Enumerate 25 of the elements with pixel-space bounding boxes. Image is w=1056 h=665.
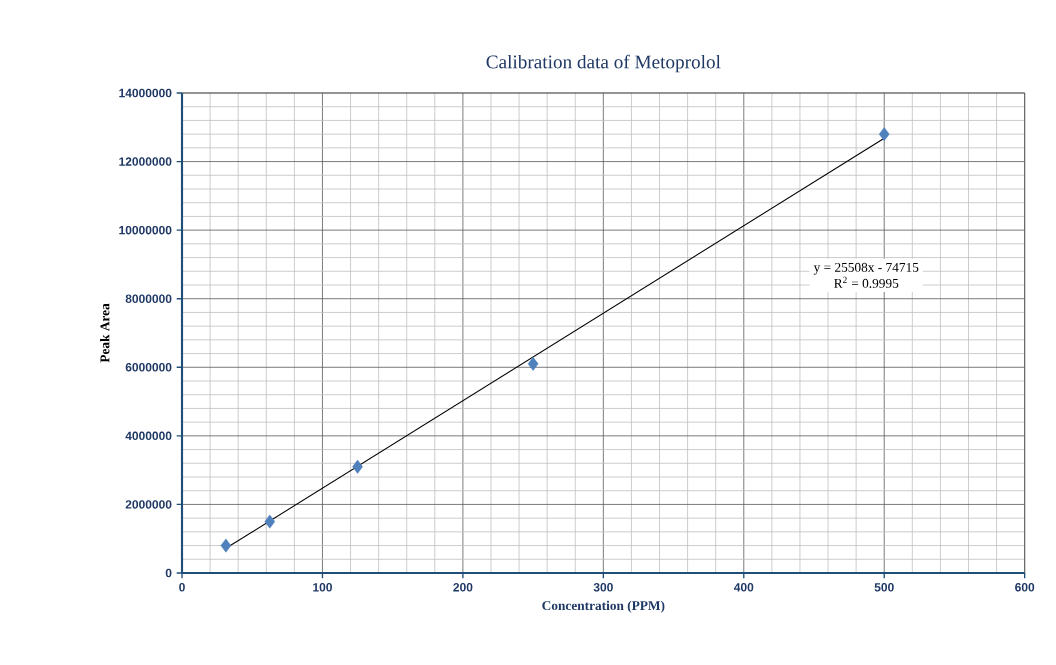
point (264, 514, 276, 529)
x-tick-label: 400 (733, 583, 754, 592)
y-tick-label: 14000000 (119, 88, 172, 98)
y-tick-label: 12000000 (119, 157, 172, 166)
x-tick-label: 300 (593, 583, 613, 592)
y-tick-label: 2000000 (125, 500, 172, 509)
chart-title: Calibration data of Metoprolol (486, 54, 721, 73)
x-tick-label: 600 (1015, 583, 1035, 592)
point (527, 356, 539, 371)
y-tick-label: 4000000 (125, 431, 172, 441)
x-tick-label: 200 (453, 583, 473, 592)
annotation: y = 25508x - 74715 (813, 262, 919, 275)
y-tick-label: 10000000 (119, 225, 172, 235)
y-tick-label: 8000000 (125, 294, 172, 303)
x-tick-label: 500 (874, 583, 894, 592)
y-tick-label: 0 (165, 568, 172, 578)
y-axis-title: Peak Area (100, 303, 110, 363)
y-tick-label: 6000000 (125, 363, 172, 372)
point (352, 459, 363, 474)
point (878, 127, 890, 142)
x-tick-label: 100 (313, 583, 332, 592)
x-tick-label: 0 (179, 583, 185, 592)
point (220, 538, 232, 553)
annotation: R$^{2}$ = 0.9995 (834, 276, 899, 288)
x-axis-title: Concentration (PPM) (542, 600, 665, 613)
